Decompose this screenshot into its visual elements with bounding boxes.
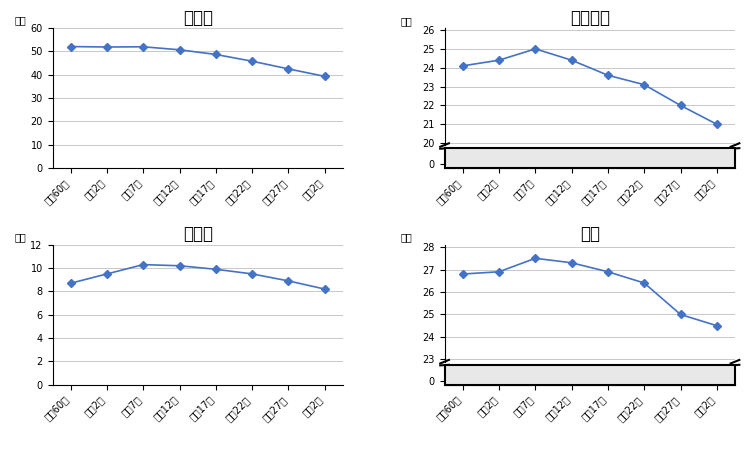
Bar bbox=[445, 149, 735, 168]
Title: 五霞町: 五霞町 bbox=[183, 225, 213, 243]
Title: 境町: 境町 bbox=[580, 225, 600, 243]
Text: 千人: 千人 bbox=[401, 233, 412, 242]
Text: 千人: 千人 bbox=[401, 16, 412, 26]
Bar bbox=[445, 365, 735, 385]
Title: 桜川市: 桜川市 bbox=[183, 8, 213, 27]
Text: 千人: 千人 bbox=[15, 15, 26, 25]
Title: 八千代町: 八千代町 bbox=[570, 8, 610, 27]
Text: 千人: 千人 bbox=[15, 232, 26, 242]
